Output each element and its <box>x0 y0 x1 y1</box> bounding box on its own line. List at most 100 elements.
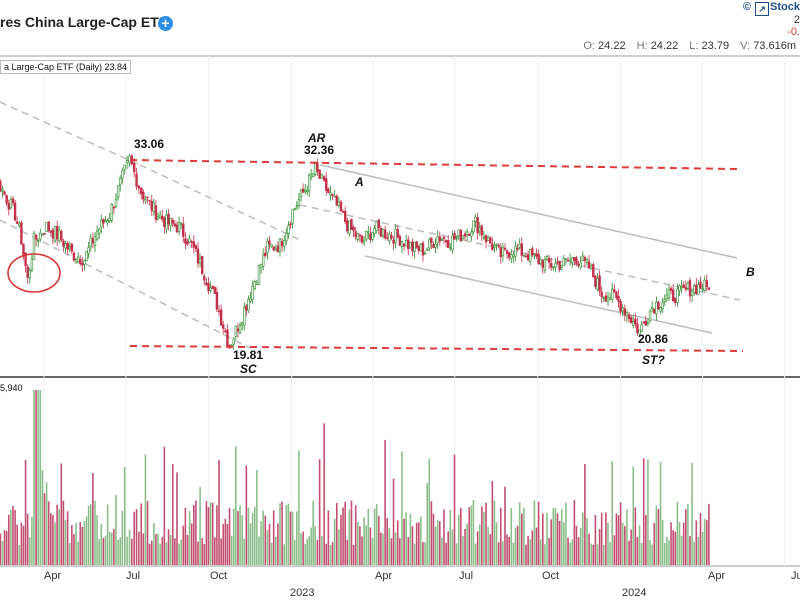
candle-body <box>560 264 563 268</box>
volume-bar <box>542 513 544 565</box>
candle-body <box>81 262 84 266</box>
candle-body <box>259 264 263 269</box>
candle-body <box>396 229 399 238</box>
candle-body <box>703 279 706 291</box>
volume-bar <box>584 464 586 565</box>
volume-bar <box>338 529 340 565</box>
volume-bar <box>375 504 378 565</box>
candle-body <box>268 240 271 245</box>
volume-bar <box>611 461 614 565</box>
candle-body <box>531 248 534 256</box>
candle-body <box>58 230 61 242</box>
candle-body <box>34 234 38 240</box>
candle-body <box>459 229 463 242</box>
volume-bar <box>363 517 365 565</box>
volume-bar <box>56 504 58 565</box>
volume-bar <box>468 507 471 565</box>
candle-body <box>596 278 599 290</box>
candle-body <box>287 225 290 234</box>
candle-body <box>442 237 446 239</box>
volume-bar <box>190 523 193 565</box>
candle-body <box>15 221 19 224</box>
volume-bar <box>0 533 2 565</box>
candle-body <box>474 216 477 222</box>
volume-bar <box>214 537 216 565</box>
volume-bar <box>133 511 136 565</box>
candle-body <box>203 276 206 281</box>
candle-body <box>470 231 473 237</box>
volume-bar <box>668 540 670 565</box>
candle-body <box>564 258 568 260</box>
candle-body <box>541 259 545 268</box>
volume-bar <box>390 538 393 565</box>
volume-bar <box>184 507 187 565</box>
volume-bar <box>43 493 46 565</box>
volume-bar <box>73 534 75 565</box>
candle-body <box>169 217 172 226</box>
candle-body <box>434 243 437 248</box>
volume-bar <box>16 524 18 565</box>
volume-bar <box>197 541 199 565</box>
candle-body <box>190 241 193 243</box>
volume-bar <box>135 509 138 565</box>
volume-bar <box>186 534 189 565</box>
volume-bar <box>632 466 635 565</box>
volume-bar <box>378 516 380 565</box>
candle-body <box>66 242 69 250</box>
candle-body <box>240 322 244 326</box>
volume-bar <box>575 525 578 565</box>
volume-bar <box>258 536 260 565</box>
candle-body <box>510 254 513 259</box>
volume-bar <box>306 538 309 565</box>
candle-body <box>468 233 471 236</box>
volume-bar <box>478 524 481 565</box>
candle-body <box>642 321 645 324</box>
candle-body <box>455 236 458 238</box>
candle-body <box>251 286 254 301</box>
change-partial: -0. <box>787 26 800 38</box>
volume-bar <box>148 543 151 565</box>
volume-bar <box>262 510 264 565</box>
volume-bar <box>155 534 157 565</box>
annotation-b: B <box>746 265 755 279</box>
candle-body <box>333 195 336 198</box>
candle-body <box>295 205 299 208</box>
volume-bar <box>523 507 525 565</box>
volume-bar <box>321 535 323 565</box>
volume-bar <box>411 526 414 565</box>
candle-body <box>678 285 681 291</box>
volume-bar <box>399 538 401 565</box>
candle-body <box>299 189 303 198</box>
support-line <box>129 345 744 352</box>
candle-body <box>186 241 189 245</box>
annotation-ar-price: 32.36 <box>304 143 335 157</box>
volume-bar <box>460 507 462 565</box>
candle-body <box>114 199 118 208</box>
candle-body <box>123 164 126 170</box>
volume-bar <box>293 539 296 565</box>
candle-body <box>266 240 269 254</box>
volume-bar <box>663 542 666 565</box>
volume-bar <box>52 515 54 565</box>
volume-bar <box>89 504 92 565</box>
add-symbol-button[interactable]: + <box>158 16 173 31</box>
volume-bar <box>554 507 557 565</box>
candle-body <box>451 235 454 251</box>
candle-body <box>95 230 99 240</box>
candle-body <box>209 287 212 291</box>
candle-body <box>693 285 696 293</box>
candle-body <box>482 236 486 239</box>
candle-body <box>79 259 82 264</box>
volume-bar <box>689 536 691 565</box>
candle-body <box>201 256 204 274</box>
x-tick-apr-2023: Apr <box>375 570 393 582</box>
volume-bar <box>10 509 12 565</box>
candle-body <box>390 235 393 239</box>
candle-body <box>465 231 469 235</box>
candle-body <box>497 245 500 247</box>
candle-body <box>669 287 673 291</box>
volume-bar <box>340 514 342 565</box>
candle-body <box>623 308 627 316</box>
volume-bar <box>323 423 325 565</box>
candle-body <box>661 302 664 309</box>
